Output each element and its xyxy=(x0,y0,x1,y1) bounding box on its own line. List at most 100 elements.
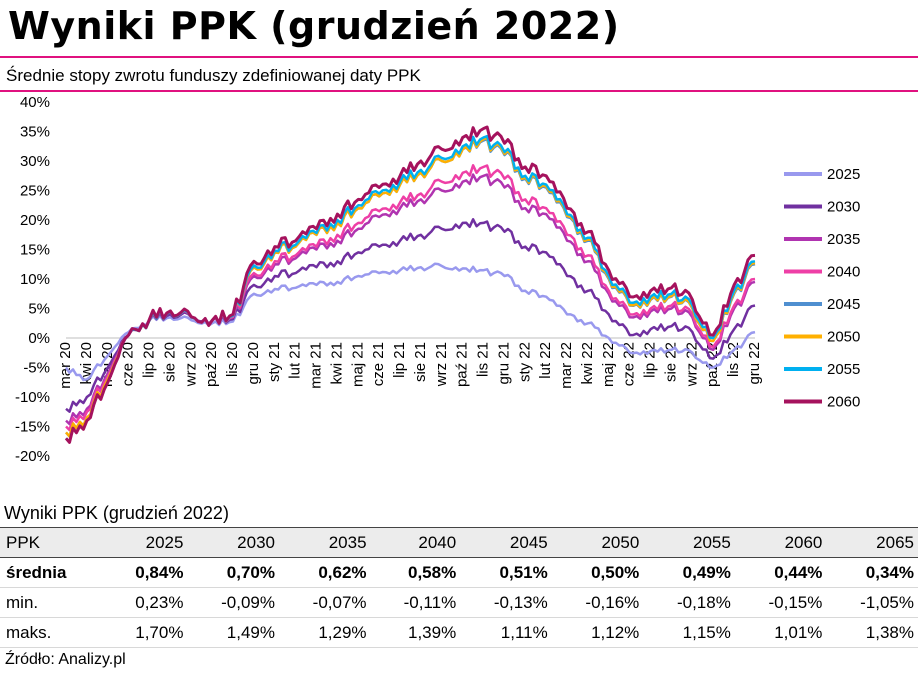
header-year-2025: 2025 xyxy=(145,532,184,552)
x-tick-label: gru 22 xyxy=(746,342,763,385)
x-tick-label: cze 20 xyxy=(120,342,137,386)
header-year-2065: 2065 xyxy=(876,532,914,552)
header-year-2050: 2050 xyxy=(601,532,640,552)
y-axis: 40% 35% 30% 25% 20% 15% 10% 5% 0% -5% -10% -15% -20% xyxy=(15,94,50,465)
table-cell: -0,15% xyxy=(768,592,823,612)
table-cell: -0,07% xyxy=(312,592,367,612)
table-cell: 1,11% xyxy=(500,622,548,642)
table-cell: 0,70% xyxy=(226,562,275,582)
x-tick-label: paź 20 xyxy=(203,342,220,387)
chart-legend: 2025 2030 2035 2040 2045 2050 2055 2060 xyxy=(784,166,860,411)
x-tick-label: sty 22 xyxy=(516,342,533,382)
y-tick-label: 30% xyxy=(20,153,50,170)
x-tick-label: lut 21 xyxy=(287,342,304,379)
header-year-2035: 2035 xyxy=(328,532,367,552)
table-cell: 0,44% xyxy=(774,562,823,582)
legend-label-2045: 2045 xyxy=(827,296,860,313)
table-cell: 0,50% xyxy=(591,562,640,582)
table-cell: 0,49% xyxy=(682,562,731,582)
header-year-2060: 2060 xyxy=(784,532,823,552)
x-tick-label: mar 20 xyxy=(57,342,74,389)
x-tick-label: kwi 22 xyxy=(579,342,596,385)
table-cell: 1,01% xyxy=(774,622,823,642)
table-row: średnia 0,84% 0,70% 0,62% 0,58% 0,51% 0,50% 0,4… xyxy=(0,558,918,588)
legend-label-2030: 2030 xyxy=(827,199,860,216)
table-cell: -1,05% xyxy=(860,592,914,612)
row-label: średnia xyxy=(6,562,67,582)
table-cell: -0,16% xyxy=(585,592,640,612)
x-tick-label: wrz 22 xyxy=(683,342,700,387)
x-tick-label: wrz 21 xyxy=(433,342,450,387)
table-cell: -0,13% xyxy=(493,592,548,612)
series-line-2025 xyxy=(64,262,756,382)
x-tick-label: maj 21 xyxy=(349,342,366,387)
x-tick-label: lip 21 xyxy=(391,342,408,378)
series-line-2050 xyxy=(65,136,756,438)
table-header-row: PPK 2025 2030 2035 2040 2045 2050 2055 2060 2065 xyxy=(0,527,918,558)
header-label: PPK xyxy=(6,532,41,552)
series-line-2060 xyxy=(64,125,756,444)
y-tick-label: 10% xyxy=(20,271,50,288)
x-tick-label: sie 20 xyxy=(161,342,178,382)
table-cell: 1,12% xyxy=(591,622,640,642)
table-cell: 0,62% xyxy=(318,562,367,582)
x-tick-label: lip 22 xyxy=(642,342,659,378)
series-lines xyxy=(64,125,756,444)
source-note: Źródło: Analizy.pl xyxy=(5,651,126,668)
x-tick-label: lip 20 xyxy=(141,342,158,378)
table-cell: 1,15% xyxy=(682,622,731,642)
x-tick-label: wrz 20 xyxy=(182,342,199,387)
header-year-2040: 2040 xyxy=(418,532,457,552)
x-tick-label: paź 21 xyxy=(454,342,471,387)
y-tick-label: -15% xyxy=(15,419,50,436)
table-cell: 0,51% xyxy=(499,562,548,582)
x-tick-label: gru 20 xyxy=(245,342,262,385)
y-tick-label: -20% xyxy=(15,448,50,465)
x-tick-label: sty 21 xyxy=(266,342,283,382)
table-cell: 0,34% xyxy=(865,562,914,582)
header-year-2055: 2055 xyxy=(693,532,731,552)
y-tick-label: -5% xyxy=(23,360,50,377)
x-tick-label: sie 21 xyxy=(412,342,429,382)
x-tick-label: lis 22 xyxy=(725,342,742,377)
legend-label-2035: 2035 xyxy=(827,231,860,248)
table-cell: 1,38% xyxy=(865,622,914,642)
returns-line-chart: 40% 35% 30% 25% 20% 15% 10% 5% 0% -5% -10% -15% -20%… xyxy=(15,94,860,465)
table-cell: 1,49% xyxy=(226,622,275,642)
row-label: min. xyxy=(6,592,39,612)
page-title: Wyniki PPK (grudzień 2022) xyxy=(8,4,620,48)
x-tick-label: gru 21 xyxy=(495,342,512,385)
y-tick-label: 40% xyxy=(20,94,50,111)
table-cell: -0,11% xyxy=(403,592,457,612)
table-cell: 0,58% xyxy=(408,562,457,582)
row-label: maks. xyxy=(6,622,52,642)
x-tick-label: mar 21 xyxy=(308,342,325,389)
legend-label-2040: 2040 xyxy=(827,264,860,281)
y-tick-label: 5% xyxy=(28,301,50,318)
x-tick-label: cze 22 xyxy=(621,342,638,386)
table-cell: 0,23% xyxy=(135,592,184,612)
header-year-2045: 2045 xyxy=(509,532,548,552)
x-tick-label: cze 21 xyxy=(370,342,387,386)
y-tick-label: 20% xyxy=(20,212,50,229)
x-tick-label: lut 22 xyxy=(537,342,554,379)
table-body: średnia 0,84% 0,70% 0,62% 0,58% 0,51% 0,50% 0,4… xyxy=(0,558,918,648)
x-tick-label: kwi 21 xyxy=(328,342,345,385)
table-row: min. 0,23% -0,09% -0,07% -0,11% -0,13% -0,16% -… xyxy=(0,588,918,618)
table-cell: 0,84% xyxy=(135,562,184,582)
y-tick-label: 15% xyxy=(20,242,50,259)
table-cell: 1,29% xyxy=(318,622,367,642)
table-cell: 1,39% xyxy=(408,622,457,642)
x-tick-label: mar 22 xyxy=(558,342,575,389)
results-table: PPK 2025 2030 2035 2040 2045 2050 2055 2060 2065 … xyxy=(0,527,918,648)
subtitle-divider xyxy=(0,90,918,92)
y-tick-label: -10% xyxy=(15,389,50,406)
y-tick-label: 25% xyxy=(20,183,50,200)
legend-label-2025: 2025 xyxy=(827,166,860,183)
table-cell: -0,18% xyxy=(676,592,731,612)
chart-subtitle: Średnie stopy zwrotu funduszy zdefiniowa… xyxy=(6,66,421,85)
x-tick-label: sie 22 xyxy=(662,342,679,382)
x-axis: mar 20 kwi 20 maj 20 cze 20 lip 20 sie 20 wrz … xyxy=(57,337,763,389)
x-tick-label: lis 21 xyxy=(475,342,492,377)
legend-label-2060: 2060 xyxy=(827,394,860,411)
